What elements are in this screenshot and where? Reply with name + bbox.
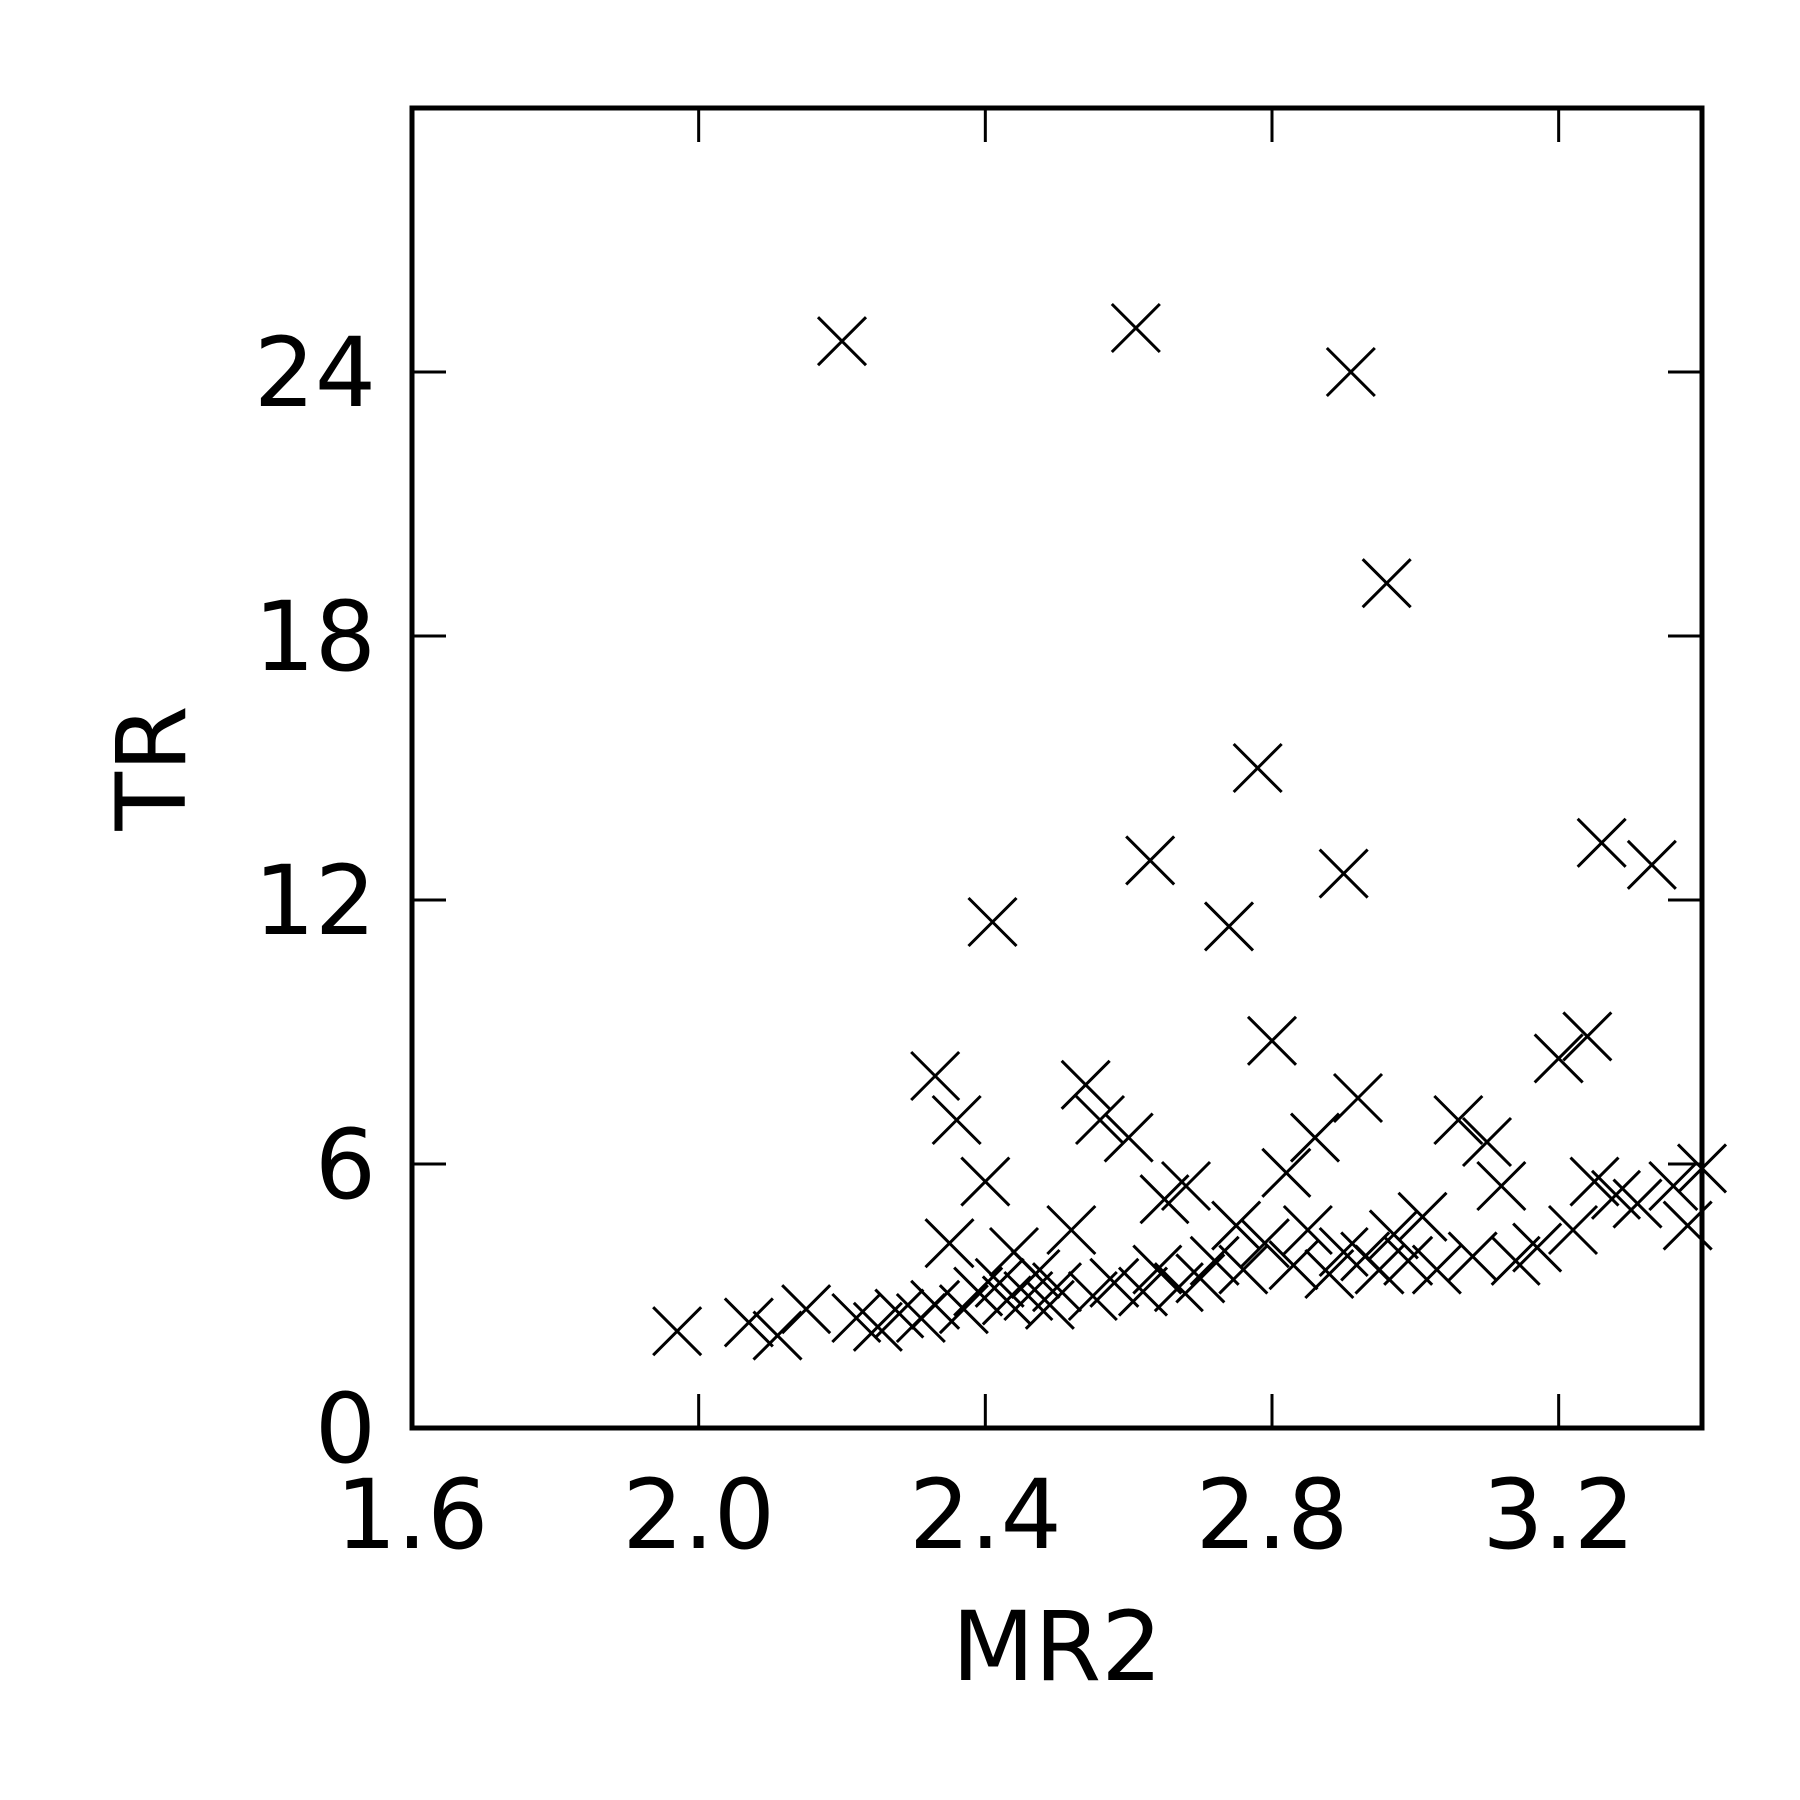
data-point: [1203, 901, 1255, 952]
data-point: [1160, 1160, 1212, 1212]
y-tick-label: 24: [254, 317, 376, 429]
data-point: [1318, 848, 1369, 899]
data-point: [1569, 1156, 1620, 1207]
x-axis-label: MR2: [952, 1591, 1163, 1703]
data-point: [1110, 302, 1161, 354]
data-point: [960, 1156, 1011, 1207]
data-point: [1490, 1235, 1541, 1286]
data-point: [781, 1284, 832, 1335]
x-tick-label: 2.0: [622, 1459, 775, 1571]
data-point: [1562, 1011, 1613, 1062]
data-point: [1368, 1209, 1419, 1260]
data-point: [981, 1275, 1032, 1326]
data-point: [953, 1266, 1004, 1317]
data-point: [1089, 1257, 1140, 1308]
data-point: [1153, 1262, 1204, 1313]
data-point: [1074, 1094, 1126, 1146]
data-point: [1648, 1160, 1699, 1212]
data-point: [831, 1292, 882, 1344]
x-tick-label: 3.2: [1482, 1459, 1635, 1571]
data-point: [1332, 1072, 1384, 1124]
data-point: [1232, 742, 1283, 794]
data-point: [1268, 1240, 1319, 1291]
data-point: [874, 1288, 925, 1339]
data-point: [1067, 1270, 1118, 1322]
data-point: [1397, 1191, 1448, 1242]
data-point: [1211, 1200, 1262, 1251]
data-point: [1361, 558, 1412, 609]
data-point: [1139, 1174, 1190, 1225]
data-point: [816, 316, 868, 367]
data-point: [1512, 1222, 1563, 1273]
axis-ticks: [410, 108, 1702, 1430]
data-point: [1125, 835, 1176, 886]
data-point: [1576, 817, 1627, 868]
y-tick-label: 6: [315, 1109, 376, 1221]
data-point: [652, 1306, 703, 1357]
data-point: [723, 1297, 774, 1348]
data-point: [931, 1094, 982, 1146]
data-point: [1239, 1218, 1290, 1269]
data-point: [1046, 1204, 1097, 1256]
data-point: [1590, 1169, 1642, 1220]
x-tick-label: 2.4: [909, 1459, 1062, 1571]
data-point: [1218, 1244, 1269, 1295]
data-point: [1533, 1033, 1584, 1084]
data-point: [1411, 1244, 1462, 1295]
data-point: [1261, 1147, 1312, 1198]
data-point: [1031, 1262, 1083, 1313]
y-axis-label: TR: [96, 705, 208, 831]
data-point: [1010, 1248, 1061, 1300]
data-point: [1060, 1059, 1111, 1110]
x-tick-label: 1.6: [336, 1459, 489, 1571]
data-point: [1325, 346, 1376, 398]
y-tick-label: 18: [254, 581, 376, 693]
data-point: [1383, 1235, 1434, 1286]
data-point: [1612, 1178, 1663, 1229]
data-points: [652, 302, 1728, 1361]
data-point: [1318, 1226, 1369, 1278]
data-point: [1447, 1231, 1498, 1282]
data-point: [967, 896, 1018, 948]
plot-frame: [409, 105, 1705, 1431]
data-point: [752, 1310, 803, 1361]
data-point: [852, 1301, 903, 1352]
tick-labels: 1.6 2.0 2.4 2.8 3.2 0 6 12 18 24: [254, 317, 1635, 1571]
data-point: [1304, 1248, 1355, 1300]
data-point: [1282, 1204, 1333, 1256]
data-point: [1024, 1279, 1075, 1330]
data-point: [974, 1257, 1025, 1308]
data-point: [1547, 1204, 1599, 1256]
data-point: [1476, 1160, 1527, 1212]
x-tick-label: 2.8: [1196, 1459, 1349, 1571]
data-point: [1132, 1244, 1183, 1295]
data-point: [910, 1050, 961, 1102]
data-point: [1246, 1015, 1298, 1066]
data-point: [1189, 1235, 1240, 1286]
data-point: [1433, 1094, 1484, 1146]
data-point: [1117, 1266, 1169, 1317]
data-point: [1103, 1112, 1154, 1163]
data-point: [1626, 839, 1677, 890]
data-point: [1354, 1244, 1405, 1295]
y-tick-label: 0: [315, 1373, 376, 1485]
y-tick-label: 12: [254, 845, 376, 957]
data-point: [1461, 1116, 1513, 1168]
data-point: [924, 1218, 975, 1269]
data-point: [1289, 1112, 1341, 1163]
